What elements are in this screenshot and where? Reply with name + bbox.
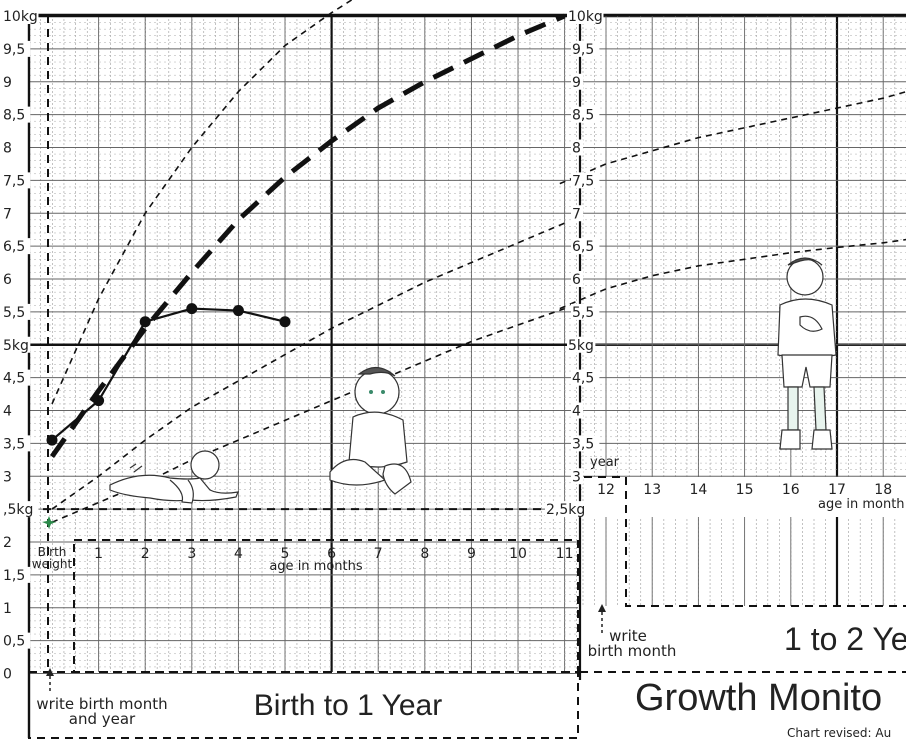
measured-point <box>46 434 58 446</box>
y-tick-label: 4 <box>3 404 12 420</box>
y-tick-label: 8 <box>3 141 12 157</box>
right-y-tick-label: 9,5 <box>572 42 594 58</box>
x-tick-label: 18 <box>874 482 892 498</box>
chart-revised-note: Chart revised: Au <box>787 726 891 740</box>
y-tick-label: 4,5 <box>3 371 25 387</box>
y-tick-label: 7,5 <box>3 173 25 189</box>
right-y-tick-label: 3,5 <box>572 436 594 452</box>
birth-to-1-year-title: Birth to 1 Year <box>254 689 442 722</box>
x-tick-label: 17 <box>828 482 846 498</box>
right-y-tick-label: 2,5kg <box>546 502 585 518</box>
x-tick-label: 15 <box>736 482 754 498</box>
measured-point <box>232 305 244 317</box>
measured-point <box>186 303 198 315</box>
measured-point <box>279 316 291 328</box>
x-tick-label: 4 <box>234 546 243 562</box>
y-tick-label: 3 <box>3 469 12 485</box>
y-tick-label: 9 <box>3 75 12 91</box>
right-y-tick-label: 8 <box>572 141 581 157</box>
right-y-tick-label: 9 <box>572 75 581 91</box>
y-tick-label: 2 <box>3 535 12 551</box>
x-tick-label: 9 <box>467 546 476 562</box>
reference-curve-2 <box>559 238 906 310</box>
reference-curve-2 <box>49 13 566 458</box>
x-tick-label: 11 <box>556 546 574 562</box>
right-y-tick-label: 3 <box>572 469 581 485</box>
arrow-up-icon <box>46 668 54 694</box>
y-tick-label: 6,5 <box>3 239 25 255</box>
measured-point <box>93 395 105 407</box>
right-y-tick-label: 6 <box>572 272 581 288</box>
x-tick-label: 5 <box>281 546 290 562</box>
right-y-tick-label: 7,5 <box>572 173 594 189</box>
one-to-two-year-title: 1 to 2 Ye <box>784 621 906 657</box>
sitting-baby-illustration <box>329 366 412 495</box>
x-tick-label: 10 <box>509 546 527 562</box>
right-y-tick-label: 4 <box>572 404 581 420</box>
x-tick-label: 7 <box>374 546 383 562</box>
x-axis-label-months: age in months <box>269 559 363 574</box>
birth-tick-label: Birth weight <box>32 545 73 571</box>
x-tick-label: 3 <box>187 546 196 562</box>
x-tick-label: 14 <box>689 482 707 498</box>
right-y-tick-label: 8,5 <box>572 108 594 124</box>
measured-weight-line <box>51 307 286 441</box>
year-tick-header: year <box>590 455 620 470</box>
y-tick-label: 10kg <box>3 9 38 25</box>
growth-monitoring-title: Growth Monito <box>635 677 882 719</box>
x-tick-label: 8 <box>420 546 429 562</box>
right-y-tick-label: 4,5 <box>572 371 594 387</box>
y-tick-label: 1 <box>3 601 12 617</box>
x-tick-label: 2 <box>141 546 150 562</box>
reference-curves-1-to-2-year <box>559 90 906 310</box>
write-birth-month-note: write birth month <box>588 627 677 660</box>
y-tick-label: 1,5 <box>3 568 25 584</box>
right-y-tick-label: 10kg <box>568 9 603 25</box>
birth-weight-marker-icon <box>42 516 56 529</box>
y-tick-label: 5,5 <box>3 305 25 321</box>
right-y-tick-label: 7 <box>572 206 581 222</box>
one-to-two-year-grid <box>29 13 906 680</box>
y-tick-label: 7 <box>3 206 12 222</box>
y-tick-label: 0 <box>3 667 12 683</box>
y-tick-label: 6 <box>3 272 12 288</box>
y-tick-label: 3,5 <box>3 436 25 452</box>
x-tick-label: 6 <box>327 546 336 562</box>
x-tick-label: 13 <box>643 482 661 498</box>
arrow-up-icon <box>598 604 606 636</box>
reference-curve-3 <box>51 222 565 510</box>
x-tick-label: 12 <box>597 482 615 498</box>
y-tick-label: 8,5 <box>3 108 25 124</box>
reference-curve-1 <box>559 90 906 185</box>
tick-labels: 00,511,52,5kg33,544,55kg5,566,577,588,59… <box>2 8 892 683</box>
x-axis-label-month: age in month <box>818 497 905 512</box>
y-tick-label: 9,5 <box>3 42 25 58</box>
y-tick-label: ,5kg <box>3 502 33 518</box>
reference-curve-1 <box>51 0 354 405</box>
right-y-tick-label: 6,5 <box>572 239 594 255</box>
write-birth-month-and-year-note: write birth month and year <box>36 695 167 728</box>
x-tick-label: 1 <box>94 546 103 562</box>
y-tick-label: 5kg <box>3 338 29 354</box>
y-tick-label: 0,5 <box>3 634 25 650</box>
measured-point <box>139 316 151 328</box>
measured-weight-series <box>46 303 291 446</box>
birth-to-1-year-grid <box>27 14 906 738</box>
reference-curves-birth-to-1-year <box>49 0 566 524</box>
crawling-baby-illustration <box>109 450 239 504</box>
dashed-frames <box>28 15 906 739</box>
standing-child-illustration <box>777 257 837 450</box>
right-y-tick-label: 5kg <box>568 338 594 354</box>
x-tick-label: 16 <box>782 482 800 498</box>
right-y-tick-label: 5,5 <box>572 305 594 321</box>
